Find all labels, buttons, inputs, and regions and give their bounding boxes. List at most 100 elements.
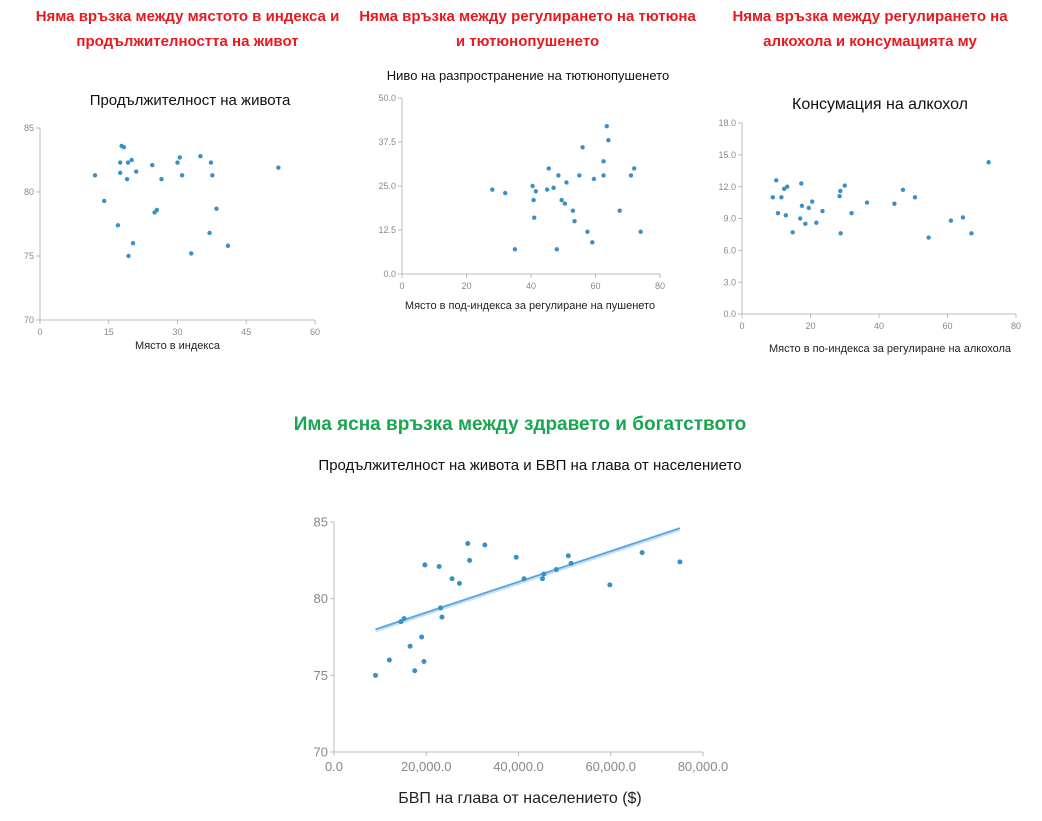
headline-alcohol: Няма връзка между регулирането на алкохо… bbox=[732, 8, 1008, 50]
chart1-point bbox=[189, 251, 194, 256]
chart3-point bbox=[926, 235, 931, 240]
chart4-point bbox=[565, 553, 571, 559]
chart4-point bbox=[607, 582, 613, 588]
chart3-title: Консумация на алкохол bbox=[792, 96, 968, 113]
chart2-xtick-label: 60 bbox=[590, 281, 600, 291]
chart1-ytick-label: 80 bbox=[24, 187, 34, 197]
chart2-point bbox=[577, 173, 582, 178]
chart3-point bbox=[849, 210, 854, 216]
chart2-xtick-label: 20 bbox=[461, 281, 471, 291]
chart3-xlabel: Място в по-индекса за регулиране на алко… bbox=[769, 343, 1011, 355]
chart2-xtick-label: 80 bbox=[655, 281, 665, 291]
chart2-point bbox=[580, 145, 585, 150]
chart3-point bbox=[892, 201, 897, 206]
chart1-point bbox=[125, 160, 131, 165]
chart1-xtick-label: 60 bbox=[310, 327, 320, 337]
chart4-point bbox=[449, 576, 455, 582]
chart1-ytick-label: 75 bbox=[24, 251, 34, 261]
chart4-point bbox=[456, 580, 462, 586]
chart3-point bbox=[779, 195, 784, 200]
chart1-point bbox=[126, 253, 131, 259]
chart2-point bbox=[546, 166, 551, 171]
headline-health-wealth: Има ясна връзка между здравето и богатст… bbox=[293, 414, 747, 435]
chart3-point bbox=[798, 216, 803, 221]
chart4-trendline bbox=[375, 527, 681, 631]
chart3-xtick-label: 80 bbox=[1011, 321, 1021, 331]
chart1-point bbox=[130, 241, 136, 246]
chart2-xtick-label: 0 bbox=[399, 281, 404, 291]
chart4-point bbox=[482, 542, 488, 548]
chart1-point bbox=[118, 170, 123, 175]
chart4-xtick-label: 0.0 bbox=[325, 759, 343, 774]
chart4-trendline-shadow bbox=[375, 528, 681, 633]
chart3-point bbox=[838, 231, 843, 236]
chart2-point bbox=[533, 189, 539, 194]
chart2-point bbox=[628, 173, 634, 178]
headline-tobacco: Няма връзка между регулирането на тютюна… bbox=[359, 8, 696, 50]
chart4-point bbox=[386, 657, 392, 663]
chart2-ytick-label: 12.5 bbox=[378, 225, 396, 235]
chart3-point bbox=[799, 203, 805, 208]
chart4-point bbox=[419, 634, 425, 640]
chart4-ytick-label: 85 bbox=[314, 515, 328, 530]
chart2-point bbox=[554, 247, 559, 252]
chart3-point bbox=[770, 195, 776, 200]
chart2-point bbox=[530, 183, 535, 189]
chart3-point bbox=[803, 221, 808, 227]
chart4-point bbox=[407, 643, 413, 649]
chart4-point bbox=[436, 563, 442, 569]
chart2-point bbox=[564, 180, 569, 185]
chart3-xtick-label: 0 bbox=[739, 321, 744, 331]
chart3-ytick-label: 9.0 bbox=[723, 214, 736, 224]
chart4-point bbox=[513, 554, 519, 560]
chart2-ytick-label: 37.5 bbox=[378, 137, 396, 147]
chart4-xtick-label: 40,000.0 bbox=[493, 759, 544, 774]
chart4-point bbox=[677, 559, 683, 565]
chart2-point bbox=[562, 201, 568, 206]
chart3-point bbox=[783, 213, 789, 218]
chart2-point bbox=[601, 173, 606, 178]
chart3-point bbox=[806, 205, 811, 211]
chart3-ytick-label: 12.0 bbox=[718, 182, 736, 192]
chart3-point bbox=[820, 208, 825, 214]
chart1-point bbox=[208, 160, 214, 165]
chart2-xlabel: Място в под-индекса за регулиране на пуш… bbox=[404, 300, 656, 312]
chart3-point bbox=[790, 230, 795, 235]
chart2-xtick-label: 40 bbox=[526, 281, 536, 291]
chart2-point bbox=[551, 185, 556, 190]
chart2-ytick-label: 25.0 bbox=[378, 181, 396, 191]
chart1-xlabel: Място в индекса bbox=[135, 340, 220, 352]
chart3-ytick-label: 6.0 bbox=[723, 245, 736, 255]
chart4-point bbox=[521, 576, 527, 582]
chart1-point bbox=[159, 177, 164, 182]
chart2-point bbox=[585, 229, 590, 234]
chart1-xtick-label: 45 bbox=[241, 327, 251, 337]
chart2-point bbox=[632, 166, 637, 171]
chart3-ytick-label: 3.0 bbox=[723, 277, 736, 287]
chart3-xtick-label: 40 bbox=[874, 321, 884, 331]
chart3-point bbox=[912, 195, 918, 200]
chart3-point bbox=[960, 215, 966, 220]
chart1-point bbox=[118, 160, 123, 165]
chart1-title: Продължителност на живота bbox=[89, 92, 291, 109]
chart1-point bbox=[129, 157, 134, 163]
chart1-point bbox=[175, 160, 180, 165]
chart4-point bbox=[467, 557, 473, 563]
chart1-point bbox=[154, 207, 160, 213]
chart4-point bbox=[373, 672, 379, 678]
chart2-point bbox=[531, 197, 536, 203]
chart1-point bbox=[276, 165, 281, 170]
chart1-point bbox=[150, 162, 155, 168]
chart1-point bbox=[225, 243, 231, 248]
chart3-point bbox=[774, 178, 779, 183]
chart1-point bbox=[115, 223, 121, 228]
chart3-point bbox=[986, 160, 991, 165]
chart3-point bbox=[900, 187, 906, 193]
chart3-point bbox=[842, 183, 847, 188]
chart4-point bbox=[422, 562, 428, 568]
chart2-title: Ниво на разпространение на тютюнопушенет… bbox=[386, 68, 670, 83]
chart3-point bbox=[814, 220, 819, 225]
chart2-point bbox=[572, 219, 577, 224]
headline-index-life-expectancy: Няма връзка между мястото в индекса и пр… bbox=[35, 8, 340, 50]
chart4-xtick-label: 60,000.0 bbox=[585, 759, 636, 774]
